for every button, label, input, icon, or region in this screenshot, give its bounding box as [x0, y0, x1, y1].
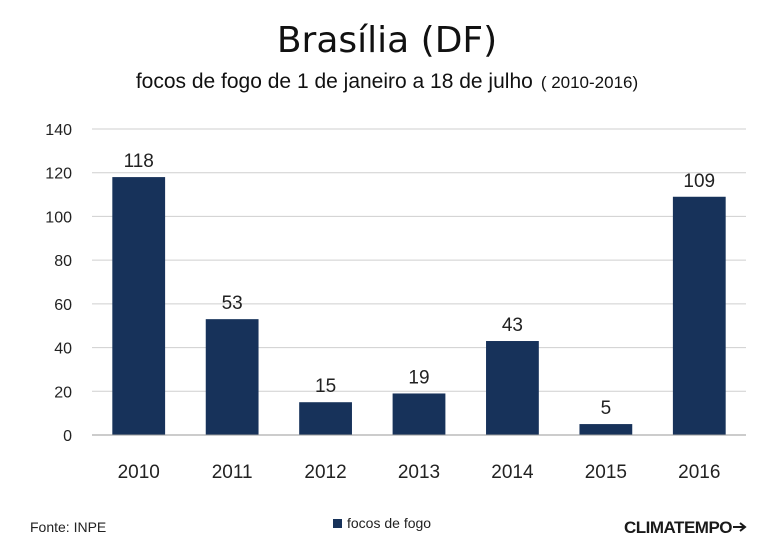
chart-subtitle-range: ( 2010-2016) — [541, 73, 638, 92]
bar-2016 — [672, 196, 726, 435]
data-label-2016: 109 — [683, 171, 715, 192]
brand-arrow-icon — [739, 522, 747, 532]
data-label-2012: 15 — [315, 376, 336, 397]
gridlines — [92, 128, 746, 392]
x-axis-ticks: 2010 2011 2012 2013 2014 2015 2016 — [118, 462, 721, 483]
data-label-2013: 19 — [408, 367, 429, 388]
y-tick-label: 40 — [54, 341, 72, 358]
chart-subtitle-text: focos de fogo de 1 de janeiro a 18 de ju… — [136, 70, 533, 93]
data-label-2011: 53 — [222, 293, 243, 314]
y-tick-label: 20 — [54, 384, 72, 401]
data-label-2015: 5 — [601, 398, 612, 419]
source-text: Fonte: INPE — [30, 519, 106, 535]
y-tick-label: 0 — [63, 428, 72, 445]
data-label-2010: 118 — [124, 151, 154, 172]
x-tick-label-2016: 2016 — [678, 462, 720, 483]
data-labels: 118 53 15 19 43 5 109 — [124, 151, 716, 419]
climatempo-logo: CLIMATEMPO — [624, 518, 747, 537]
x-tick-label-2015: 2015 — [585, 462, 627, 483]
bar-2010 — [112, 177, 166, 436]
x-tick-label-2013: 2013 — [398, 462, 440, 483]
data-label-2014: 43 — [502, 315, 523, 336]
x-tick-label-2014: 2014 — [491, 462, 534, 483]
legend-swatch — [333, 519, 342, 528]
x-tick-label-2012: 2012 — [304, 462, 346, 483]
y-tick-label: 100 — [45, 209, 72, 226]
y-axis-ticks: 0 20 40 60 80 100 120 140 — [45, 122, 72, 445]
brand-text: CLIMATEMPO — [624, 518, 732, 537]
y-tick-label: 60 — [54, 297, 72, 314]
bar-2011 — [205, 319, 259, 435]
bar-2014 — [486, 341, 539, 435]
bar-2013 — [392, 393, 446, 435]
chart-title: Brasília (DF) — [277, 20, 497, 61]
bars — [112, 177, 726, 436]
y-tick-label: 120 — [45, 166, 72, 183]
y-tick-label: 140 — [45, 122, 72, 139]
bar-2012 — [299, 402, 352, 435]
x-tick-label-2011: 2011 — [212, 462, 253, 483]
bar-2015 — [579, 424, 633, 435]
chart-subtitle: focos de fogo de 1 de janeiro a 18 de ju… — [136, 70, 638, 93]
y-tick-label: 80 — [54, 253, 72, 270]
legend-label: focos de fogo — [347, 515, 431, 531]
x-tick-label-2010: 2010 — [118, 462, 160, 483]
